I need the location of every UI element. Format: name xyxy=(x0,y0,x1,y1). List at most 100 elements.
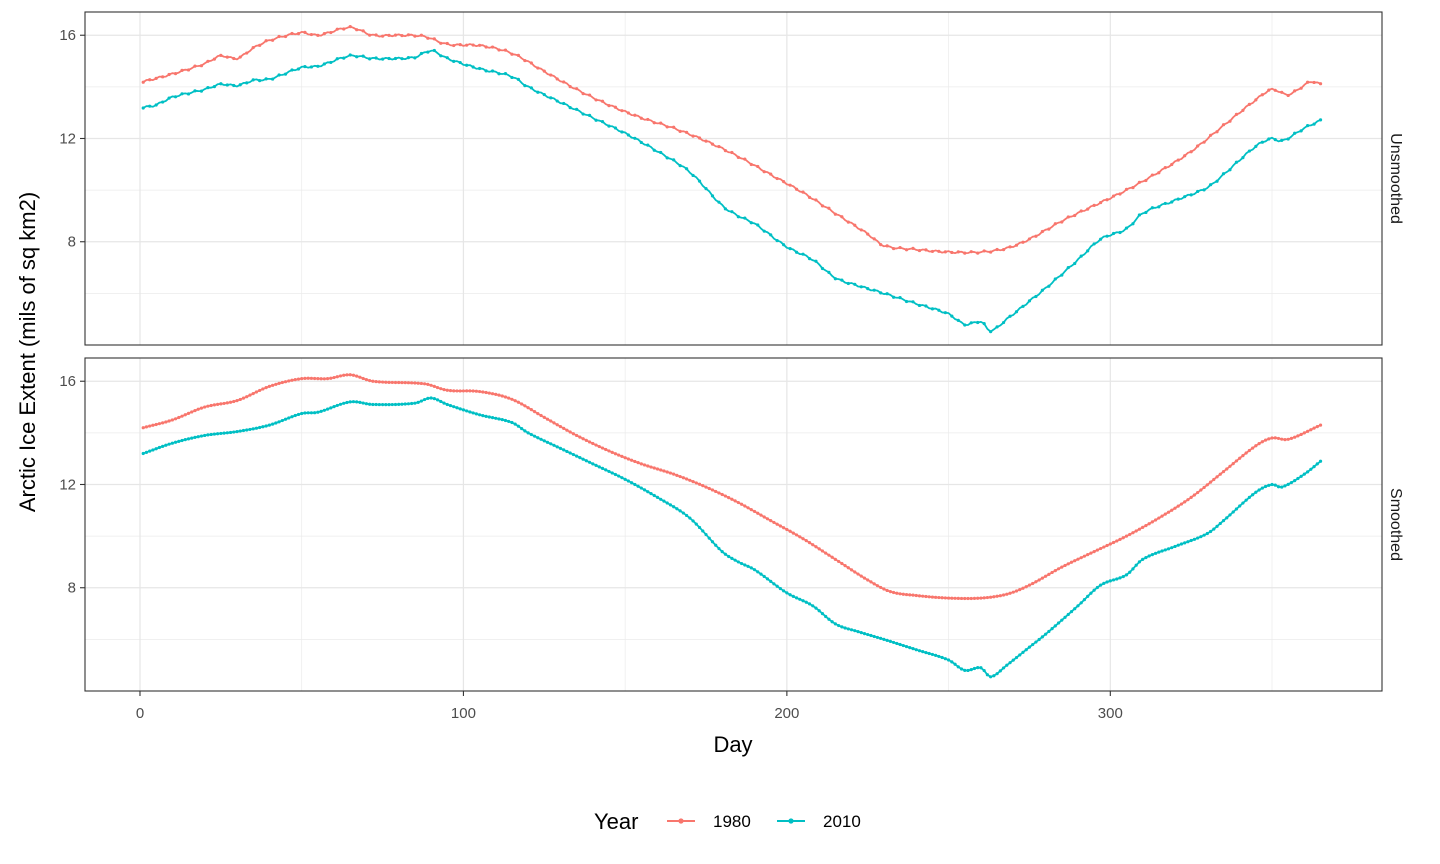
data-point xyxy=(587,93,592,97)
data-point xyxy=(542,439,546,443)
data-point xyxy=(710,194,715,198)
data-point xyxy=(258,388,262,393)
data-point xyxy=(930,595,935,599)
data-point xyxy=(849,568,854,572)
legend-item-1980: 1980 xyxy=(667,812,751,831)
data-point xyxy=(888,590,892,594)
data-point xyxy=(413,56,417,60)
data-point xyxy=(1076,557,1080,561)
data-point xyxy=(866,632,870,637)
data-point xyxy=(846,627,850,631)
data-point xyxy=(471,411,475,415)
data-point xyxy=(946,658,951,662)
data-point xyxy=(490,45,495,49)
data-point xyxy=(348,53,352,57)
data-point xyxy=(478,413,482,417)
data-point xyxy=(410,401,414,406)
data-point xyxy=(1157,550,1161,554)
data-point xyxy=(1192,493,1196,497)
data-point xyxy=(584,438,588,442)
data-point xyxy=(452,405,456,409)
data-point xyxy=(830,620,834,624)
data-point xyxy=(869,580,873,584)
data-point xyxy=(361,376,365,381)
chart-panels: 8 12 16 Unsmoothed 8 12 16 Smoothed xyxy=(59,11,1404,692)
data-point xyxy=(264,39,268,43)
data-point xyxy=(597,444,601,449)
data-point xyxy=(245,428,249,432)
data-point xyxy=(714,543,718,547)
data-point xyxy=(387,33,391,37)
data-point xyxy=(271,38,275,42)
data-point xyxy=(161,75,165,79)
data-point xyxy=(1121,536,1125,540)
data-point xyxy=(309,32,314,37)
data-point xyxy=(866,232,870,236)
data-point xyxy=(1176,504,1180,508)
data-point xyxy=(199,64,204,68)
data-point xyxy=(309,411,314,415)
x-tick-label: 0 xyxy=(136,705,144,722)
data-point xyxy=(361,54,365,58)
data-point xyxy=(1018,653,1022,657)
data-point xyxy=(348,25,352,29)
data-point xyxy=(752,568,757,572)
data-point xyxy=(1014,655,1019,660)
data-point xyxy=(691,134,695,138)
data-point xyxy=(335,403,339,408)
data-point xyxy=(1021,650,1025,654)
data-point xyxy=(607,449,611,453)
data-point xyxy=(368,33,372,37)
data-point xyxy=(1053,569,1057,573)
data-point xyxy=(950,250,954,255)
data-point xyxy=(403,381,407,385)
data-point xyxy=(882,637,886,641)
data-point xyxy=(646,490,650,494)
data-point xyxy=(225,83,229,87)
data-point xyxy=(274,382,278,386)
data-point xyxy=(1086,553,1090,557)
data-point xyxy=(562,448,566,452)
data-point xyxy=(649,491,653,496)
facet-strip-label: Unsmoothed xyxy=(1387,133,1404,224)
data-point xyxy=(507,396,511,400)
data-point xyxy=(652,493,656,498)
data-point xyxy=(173,417,178,421)
y-tick-label: 12 xyxy=(59,130,76,147)
data-point xyxy=(879,636,883,640)
data-point xyxy=(1050,570,1054,575)
data-point xyxy=(681,476,685,480)
data-point xyxy=(380,403,385,407)
data-point xyxy=(814,545,818,549)
data-point xyxy=(898,592,902,596)
y-tick-label: 8 xyxy=(68,580,76,597)
data-point xyxy=(468,389,472,393)
data-point xyxy=(445,56,449,60)
data-point xyxy=(1105,234,1109,238)
data-point xyxy=(542,92,546,97)
data-point xyxy=(655,495,660,499)
data-point xyxy=(1215,179,1219,183)
data-point xyxy=(1270,436,1274,440)
data-point xyxy=(846,566,850,570)
data-point xyxy=(892,590,896,595)
data-point xyxy=(1170,508,1174,512)
data-point xyxy=(1053,222,1057,226)
data-point xyxy=(633,482,637,487)
data-point xyxy=(950,596,954,600)
data-point xyxy=(1318,82,1323,86)
data-point xyxy=(1234,112,1239,116)
data-point xyxy=(199,89,204,93)
data-point xyxy=(720,550,724,554)
data-point xyxy=(743,216,747,220)
data-point xyxy=(963,668,967,672)
data-point xyxy=(749,162,753,167)
data-point xyxy=(371,402,375,407)
data-point xyxy=(516,424,521,428)
data-point xyxy=(833,557,837,561)
data-point xyxy=(170,441,174,445)
data-point xyxy=(539,413,543,418)
data-point xyxy=(1273,483,1277,487)
data-point xyxy=(691,173,695,178)
data-point xyxy=(222,431,226,435)
